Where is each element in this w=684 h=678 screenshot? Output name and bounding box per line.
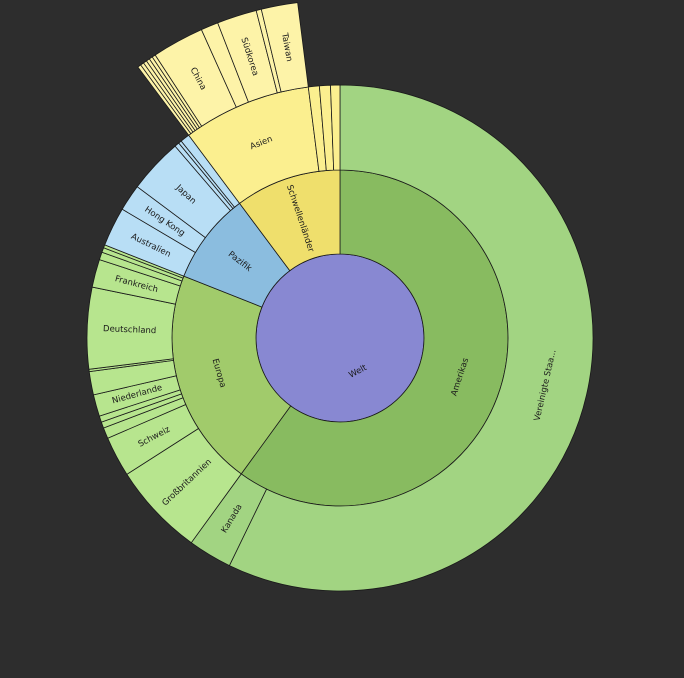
segment-welt[interactable] xyxy=(255,253,425,423)
sunburst-segments xyxy=(86,2,594,592)
segment-label-deutschland: Deutschland xyxy=(103,324,157,336)
segment-unlabeled-2-40[interactable] xyxy=(330,84,341,171)
segment-vereinigte-staa[interactable] xyxy=(228,84,594,592)
